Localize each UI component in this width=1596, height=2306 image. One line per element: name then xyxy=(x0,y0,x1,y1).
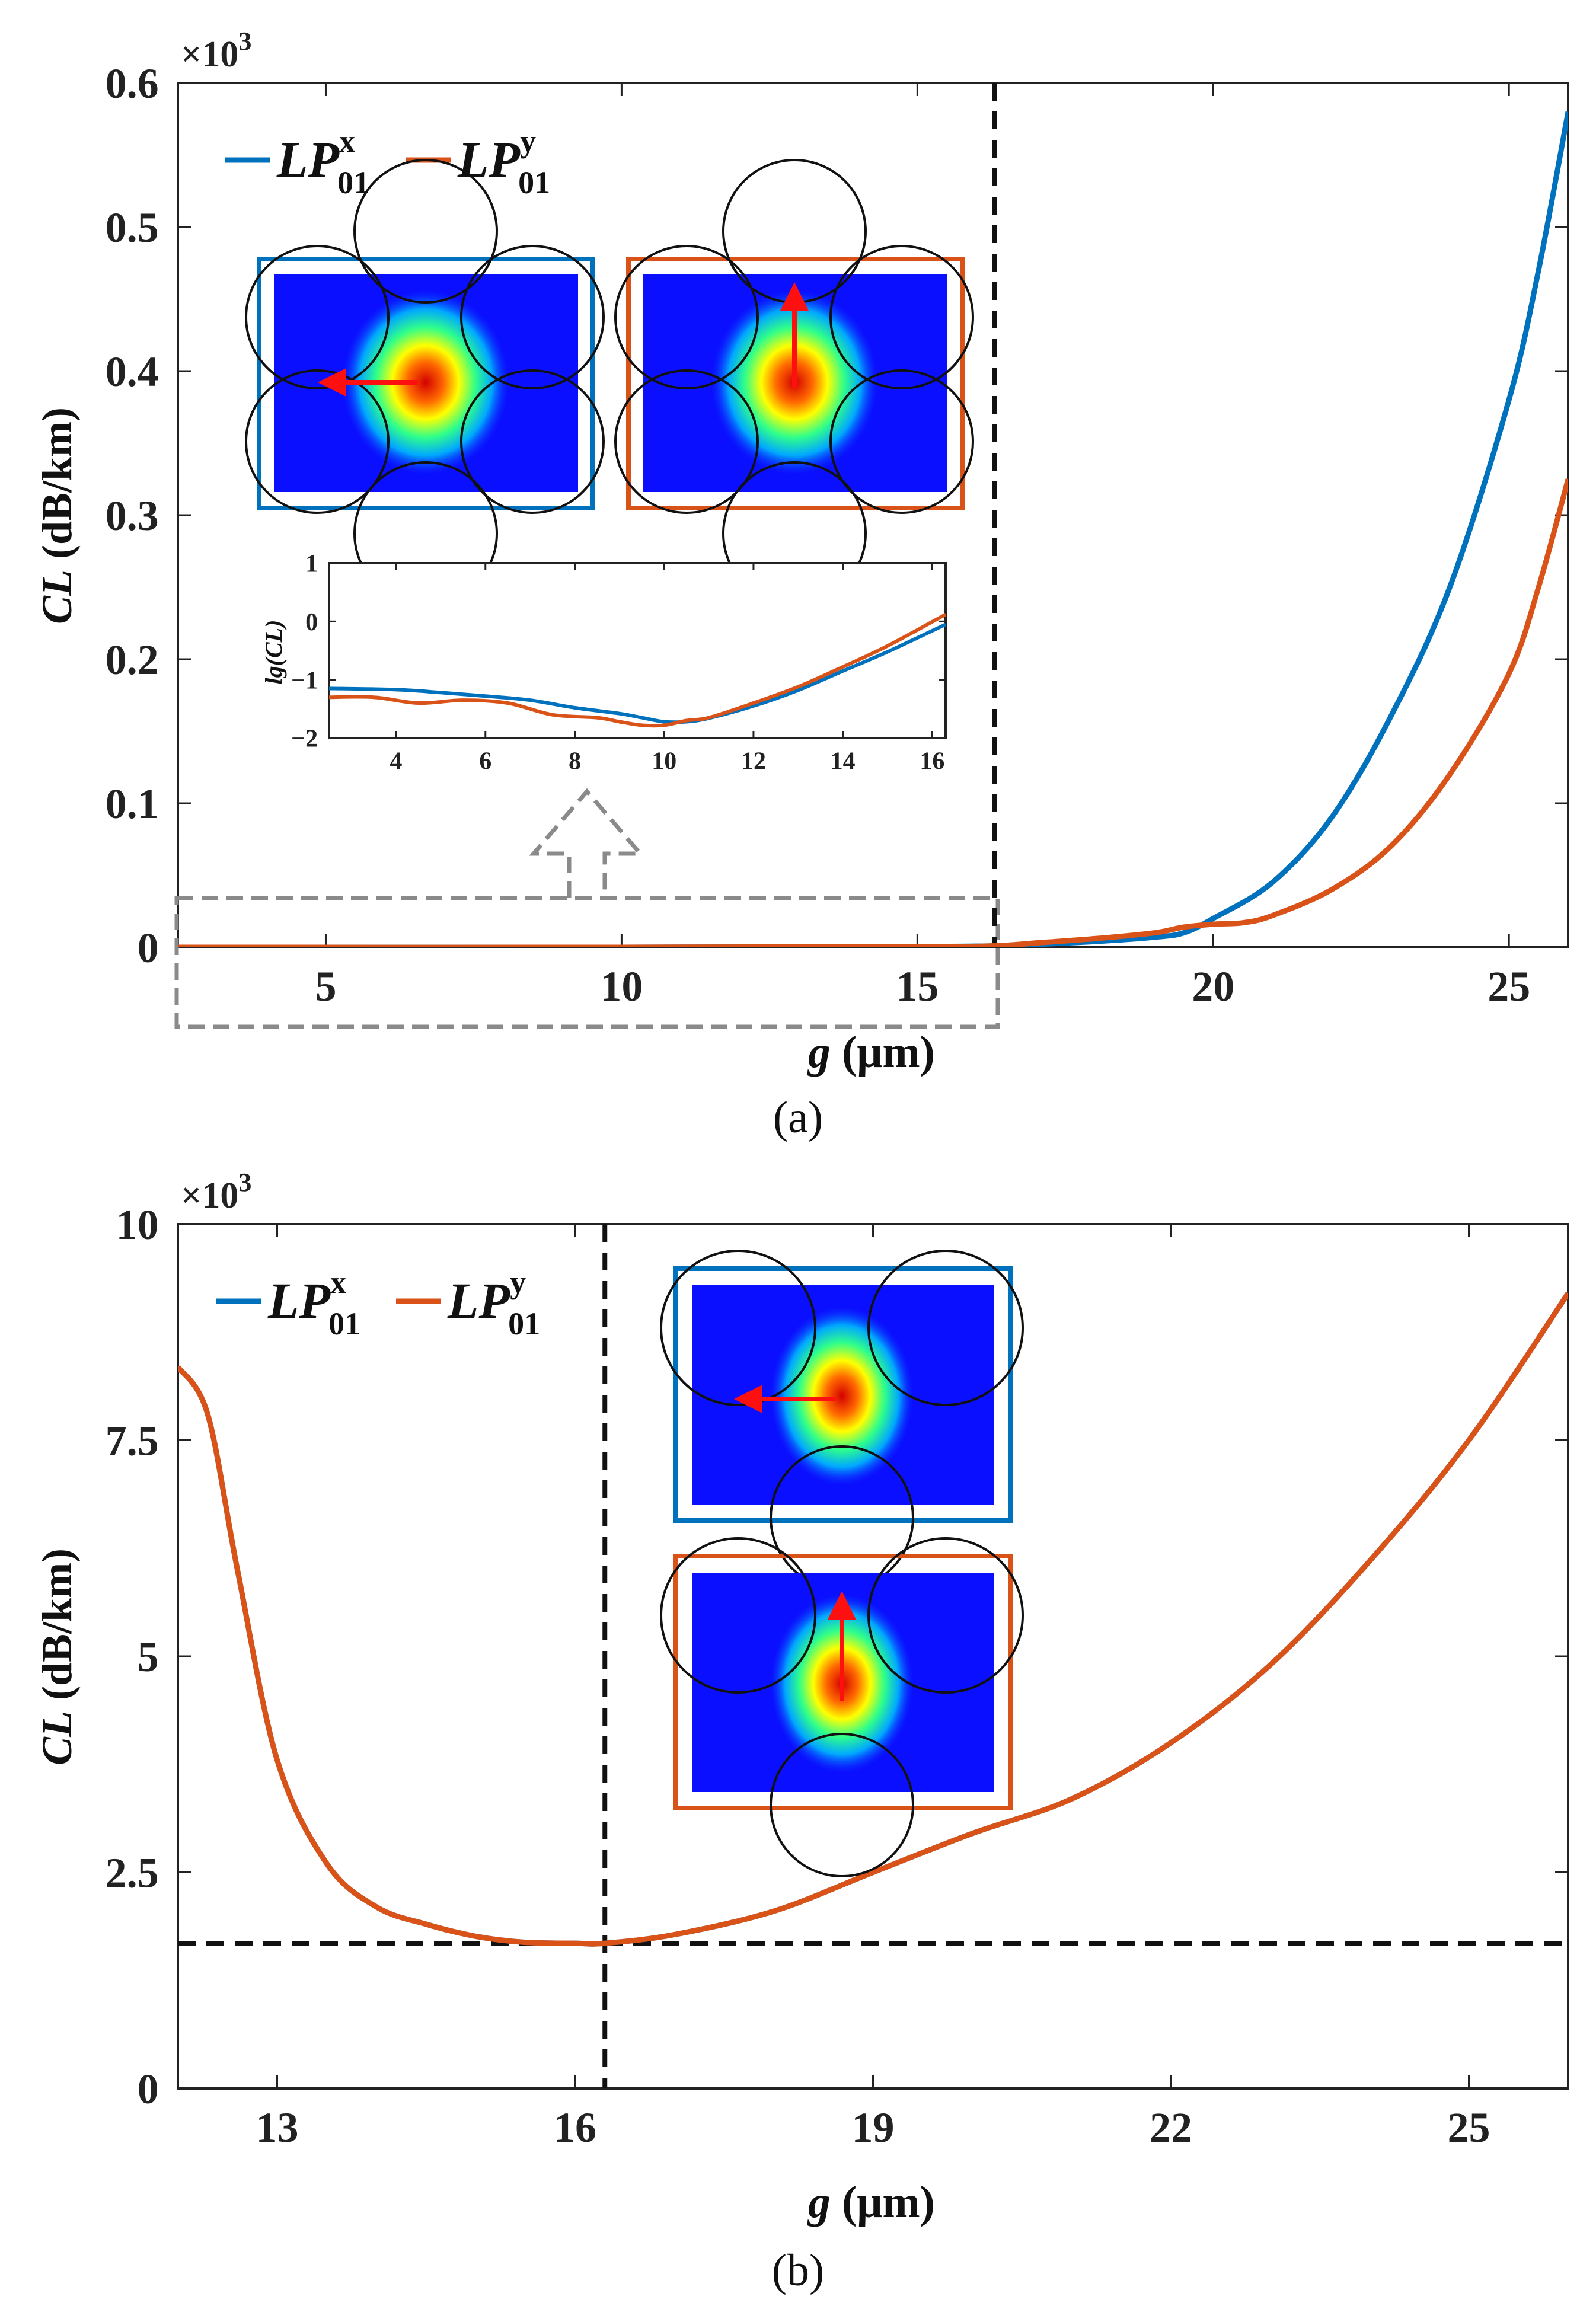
panel-b: 13 16 19 22 25 0 2.5 5 7.5 10 ×103 LPx 01 LPy 01 xyxy=(33,1168,1569,2295)
panel-a-ytick-label: 0 xyxy=(138,924,159,972)
panel-b-y-label: CL (dB/km) xyxy=(33,1548,81,1765)
legend-a-label-y: LPy 01 xyxy=(457,123,550,200)
panel-b-ytick-label: 2.5 xyxy=(106,1850,159,1897)
legend-b-label-y: LPy 01 xyxy=(447,1264,540,1342)
panel-b-multiplier: ×103 xyxy=(181,1168,251,1216)
inset-xtick-label: 10 xyxy=(652,748,676,775)
panel-b-xtick-label: 25 xyxy=(1448,2104,1490,2151)
inset-xtick-label: 16 xyxy=(920,748,944,775)
mode-field-icon xyxy=(343,290,509,474)
panel-a-xtick-label: 25 xyxy=(1488,963,1530,1010)
panel-a-xtick-label: 20 xyxy=(1192,963,1234,1010)
inset-y-label: lg(CL) xyxy=(260,620,287,685)
panel-a-xtick-label: 5 xyxy=(315,963,336,1010)
panel-b-xtick-label: 19 xyxy=(852,2104,895,2151)
panel-b-xtick-label: 16 xyxy=(554,2104,596,2151)
panel-a-xtick-label: 10 xyxy=(600,963,643,1010)
inset-ticks: 4 6 8 10 12 14 16 −2 −1 0 1 xyxy=(291,551,946,775)
panel-a-xtick-label: 15 xyxy=(896,963,939,1010)
panel-b-ytick-label: 5 xyxy=(138,1633,159,1681)
legend-b-label-x: LPx 01 xyxy=(267,1264,360,1342)
panel-b-ticks: 13 16 19 22 25 0 2.5 5 7.5 10 xyxy=(106,1201,1568,2151)
panel-b-ytick-label: 10 xyxy=(116,1201,159,1248)
panel-b-caption: (b) xyxy=(772,2246,825,2295)
zoom-region-box xyxy=(174,896,1000,1029)
mode-image-b-y xyxy=(660,1537,1024,1877)
panel-a-x-label: g (μm) xyxy=(807,1027,935,1077)
inset-xtick-label: 12 xyxy=(741,748,766,775)
inset-xtick-label: 14 xyxy=(831,748,856,775)
panel-b-series-lp01y xyxy=(178,1292,1568,1947)
panel-a-ytick-label: 0.2 xyxy=(106,636,159,684)
inset-xtick-label: 6 xyxy=(479,748,491,775)
panel-a-multiplier: ×103 xyxy=(181,27,251,75)
panel-a-ytick-label: 0.3 xyxy=(106,492,159,539)
panel-a-inset: 4 6 8 10 12 14 16 −2 −1 0 1 lg(CL) xyxy=(260,551,947,775)
mode-image-b-x xyxy=(660,1250,1024,1590)
inset-ytick-label: 1 xyxy=(305,551,318,578)
inset-xtick-label: 4 xyxy=(390,748,403,775)
zoom-up-arrow xyxy=(529,788,645,898)
panel-b-xtick-label: 13 xyxy=(256,2104,299,2151)
panel-a-ytick-label: 0.6 xyxy=(106,60,159,107)
panel-a-ytick-label: 0.5 xyxy=(106,204,159,251)
panel-a-axes-box xyxy=(177,82,1569,948)
panel-b-legend: LPx 01 LPy 01 xyxy=(216,1264,540,1342)
inset-series-lp01y xyxy=(329,612,946,728)
mode-field-icon xyxy=(771,1307,913,1485)
panel-a-y-label: CL (dB/km) xyxy=(33,407,81,624)
mode-image-a-x xyxy=(245,159,605,606)
inset-ytick-label: 0 xyxy=(305,609,318,636)
panel-a-ytick-label: 0.4 xyxy=(106,348,159,395)
inset-ytick-label: −1 xyxy=(291,667,318,694)
mode-image-a-y xyxy=(614,159,974,606)
panel-b-x-label: g (μm) xyxy=(807,2177,935,2227)
panel-b-ytick-label: 0 xyxy=(138,2065,159,2113)
panel-a-ytick-label: 0.1 xyxy=(106,780,159,828)
panel-b-ytick-label: 7.5 xyxy=(106,1417,159,1465)
panel-a-caption: (a) xyxy=(773,1093,823,1142)
inset-ytick-label: −2 xyxy=(291,726,318,753)
inset-xtick-label: 8 xyxy=(569,748,581,775)
inset-series-lp01x xyxy=(329,622,946,724)
panel-b-xtick-label: 22 xyxy=(1150,2104,1192,2151)
panel-a-series-lp01y xyxy=(178,478,1568,947)
